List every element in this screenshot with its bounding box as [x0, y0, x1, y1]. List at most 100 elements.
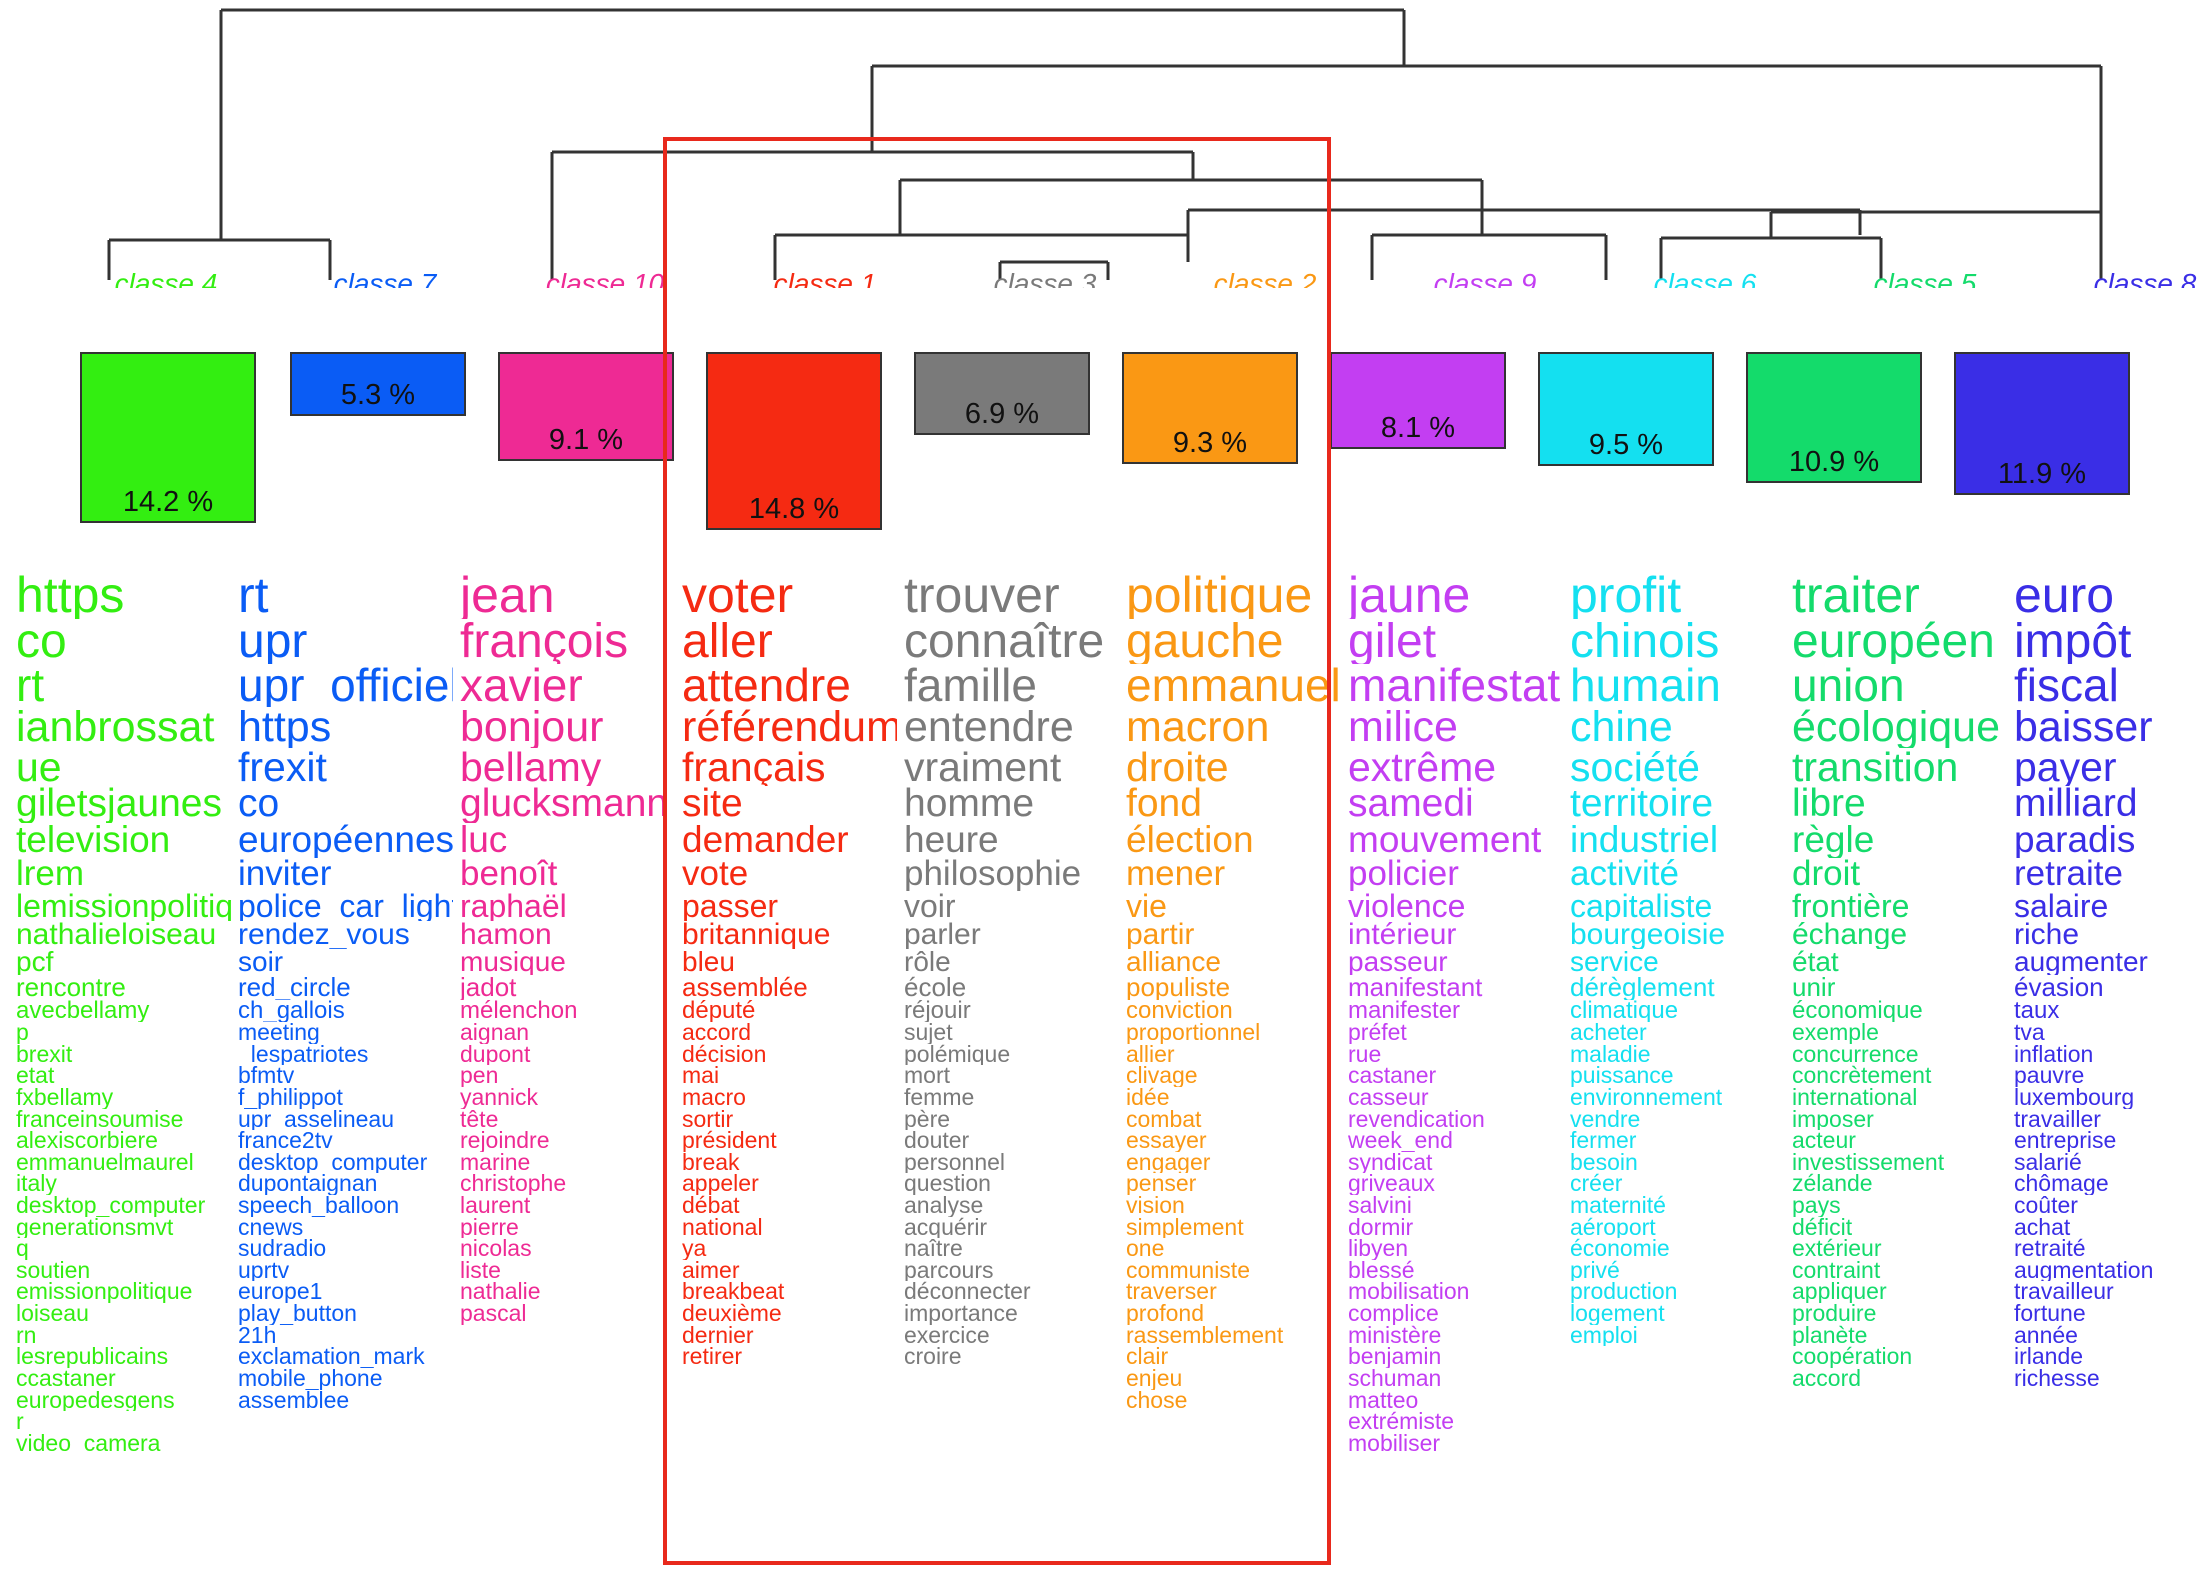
class-word: breakbeat — [682, 1281, 785, 1304]
class-word: besoin — [1570, 1151, 1638, 1174]
class-label: classe 10 — [545, 268, 665, 288]
class-word: rencontre — [16, 975, 126, 1000]
class-word: television — [16, 822, 171, 858]
class-word: mouvement — [1348, 822, 1542, 858]
class-word: matteo — [1348, 1389, 1419, 1412]
class-word: transition — [1792, 747, 1959, 787]
class-word: desktop_computer — [238, 1151, 428, 1174]
class-word: pauvre — [2014, 1065, 2085, 1087]
class-word: https — [16, 572, 125, 619]
class-word: famille — [904, 664, 1037, 708]
class-word: droite — [1126, 747, 1229, 787]
class-word: richesse — [2014, 1367, 2100, 1390]
class-word: pays — [1792, 1195, 1841, 1217]
class-word: exclamation_mark — [238, 1346, 425, 1368]
class-word: parcours — [904, 1259, 994, 1282]
class-word: manifestation — [1348, 664, 1563, 708]
class-word: homme — [904, 786, 1035, 823]
class-percentage-box: 14.8 % — [706, 352, 882, 530]
class-word: mobile_phone — [238, 1367, 383, 1390]
class-word: union — [1792, 664, 1905, 708]
class-word: profit — [1570, 572, 1682, 619]
class-word: combat — [1126, 1108, 1202, 1131]
class-word: benjamin — [1348, 1346, 1442, 1368]
class-label: classe 7 — [333, 268, 437, 288]
class-word: taux — [2014, 999, 2060, 1023]
class-word: vision — [1126, 1195, 1185, 1217]
class-word: deuxième — [682, 1303, 782, 1325]
class-word-column: euro impôt fiscal baisser payer milliard parad… — [2014, 572, 2200, 1571]
class-word: bellamy — [460, 747, 602, 787]
class-word: chinois — [1570, 619, 1720, 665]
class-word: upr_asselineau — [238, 1108, 395, 1131]
class-word: territoire — [1570, 786, 1714, 823]
class-word: passeur — [1348, 948, 1448, 976]
class-word: pierre — [460, 1216, 519, 1239]
class-word: one — [1126, 1238, 1165, 1260]
class-word: europe1 — [238, 1281, 323, 1304]
class-word: pcf — [16, 948, 54, 976]
class-percentage-box: 10.9 % — [1746, 352, 1922, 483]
class-word: fortune — [2014, 1303, 2086, 1325]
class-word: entreprise — [2014, 1130, 2117, 1152]
class-word: allier — [1126, 1043, 1175, 1066]
class-word: bourgeoisie — [1570, 920, 1726, 949]
class-word: aimer — [682, 1259, 740, 1282]
class-word: sudradio — [238, 1238, 327, 1260]
class-word: liste — [460, 1259, 501, 1282]
class-word: femme — [904, 1086, 975, 1109]
class-word: q — [16, 1238, 29, 1260]
class-word: jean — [460, 572, 555, 619]
class-word: rassemblement — [1126, 1324, 1284, 1347]
class-word: italy — [16, 1173, 57, 1196]
class-percentage-value: 9.1 % — [548, 424, 624, 456]
class-word: sortir — [682, 1108, 734, 1131]
class-label: classe 6 — [1653, 268, 1757, 288]
class-word: parler — [904, 920, 981, 949]
class-word: paradis — [2014, 822, 2136, 858]
class-word: analyse — [904, 1195, 984, 1217]
class-label: classe 2 — [1213, 268, 1317, 288]
dendrogram-branches — [107, 8, 2103, 280]
class-word: règle — [1792, 822, 1875, 858]
class-word: soutien — [16, 1259, 91, 1282]
class-word: inviter — [238, 857, 332, 891]
class-word: mélenchon — [460, 999, 578, 1023]
class-word: chine — [1570, 707, 1673, 748]
class-word: mort — [904, 1065, 950, 1087]
class-word: luc — [460, 822, 508, 858]
class-word: policier — [1348, 857, 1459, 891]
class-word: manifester — [1348, 999, 1461, 1023]
class-word: engager — [1126, 1151, 1211, 1174]
class-word: profond — [1126, 1303, 1205, 1325]
class-word: loiseau — [16, 1303, 89, 1325]
class-word: penser — [1126, 1173, 1197, 1196]
class-word: travailleur — [2014, 1281, 2114, 1304]
class-word: ministère — [1348, 1324, 1442, 1347]
class-word: upr_officiel — [238, 664, 453, 708]
class-word: production — [1570, 1281, 1678, 1304]
class-word: idée — [1126, 1086, 1170, 1109]
class-word: jadot — [460, 975, 517, 1000]
class-word: marine — [460, 1151, 531, 1174]
class-word: dérèglement — [1570, 975, 1715, 1000]
class-word: assemblée — [682, 975, 808, 1000]
class-word: extrémiste — [1348, 1411, 1455, 1433]
class-word: milliard — [2014, 786, 2138, 823]
class-word: euro — [2014, 572, 2115, 619]
class-word: clivage — [1126, 1065, 1198, 1087]
class-word: speech_balloon — [238, 1195, 400, 1217]
class-word: rue — [1348, 1043, 1382, 1066]
class-word: exemple — [1792, 1022, 1879, 1044]
class-word: européennes — [238, 822, 453, 858]
class-word: violence — [1348, 890, 1466, 921]
class-word: populiste — [1126, 975, 1231, 1000]
class-word: heure — [904, 822, 999, 858]
class-label: classe 8 — [2093, 268, 2197, 288]
class-word: benoît — [460, 857, 558, 891]
class-word: rn — [16, 1324, 37, 1347]
class-word: décision — [682, 1043, 767, 1066]
class-word: accord — [1792, 1367, 1862, 1390]
class-word: gilet — [1348, 619, 1437, 665]
class-word: françois — [460, 619, 629, 665]
